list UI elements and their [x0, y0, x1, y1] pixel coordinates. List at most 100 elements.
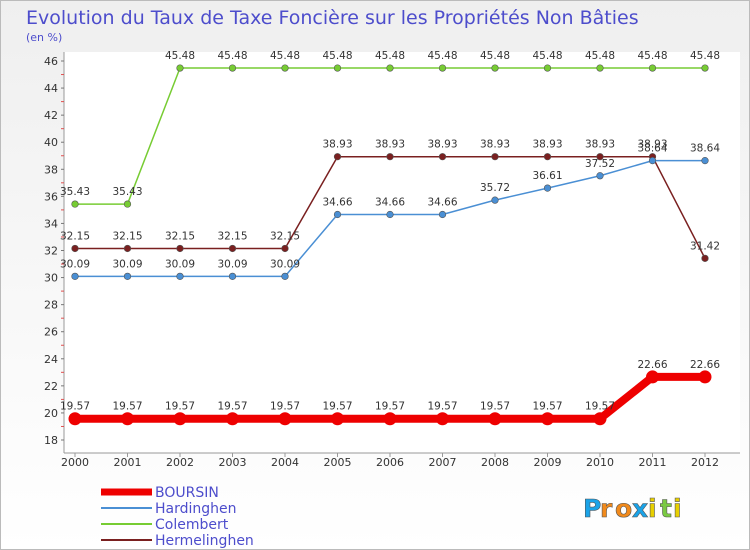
data-point: [386, 210, 394, 219]
legend-label: Colembert: [155, 517, 229, 533]
data-label: 19.57: [60, 401, 90, 413]
labels-boursin: 19.57 19.57 19.57 19.57 19.57 19.57 19.57 19.57…: [60, 359, 720, 413]
data-label: 30.09: [270, 258, 300, 270]
data-label: 38.64: [690, 143, 720, 155]
y-tick-label: 22: [44, 380, 58, 393]
data-label: 34.66: [322, 196, 352, 208]
data-label: 31.42: [690, 240, 720, 252]
data-point: [121, 412, 134, 426]
data-point: [281, 272, 289, 280]
data-label: 32.15: [165, 230, 195, 242]
data-point: [383, 412, 397, 426]
data-point: [386, 64, 394, 72]
data-point: [593, 412, 607, 426]
data-point: [543, 184, 552, 192]
data-label: 38.93: [322, 139, 352, 151]
y-axis-unit: (en %): [26, 31, 62, 44]
data-point: [438, 64, 447, 72]
data-label: 19.57: [532, 401, 562, 413]
x-tick-label: 2005: [324, 456, 352, 469]
y-tick-label: 18: [44, 434, 58, 447]
labels-hermelinghen: 32.15 32.15 32.15 32.15 32.15 38.93 38.93 38.93…: [60, 139, 720, 253]
y-tick-label: 38: [44, 163, 58, 176]
data-label: 19.57: [322, 401, 352, 413]
data-point: [173, 412, 187, 426]
series-layer: 35.43 35.43 45.48 45.48 45.48 45.48 45.48 45.48…: [60, 50, 720, 426]
data-point: [491, 153, 499, 161]
logo-letter: x: [632, 494, 648, 523]
data-point: [438, 153, 447, 161]
data-point: [331, 412, 344, 426]
labels-hardinghen: 30.09 30.09 30.09 30.09 30.09 34.66 34.66 34.66…: [60, 143, 720, 271]
x-tick-label: 2003: [219, 456, 247, 469]
data-label: 32.15: [112, 230, 142, 242]
x-tick-label: 2007: [429, 456, 457, 469]
logo-letter: t: [660, 494, 672, 523]
data-point: [123, 244, 132, 253]
data-label: 30.09: [217, 258, 247, 270]
data-point: [491, 64, 499, 72]
data-point: [281, 244, 289, 253]
data-label: 19.57: [427, 401, 457, 413]
data-label: 22.66: [637, 359, 667, 371]
data-point: [71, 272, 79, 280]
data-label: 34.66: [375, 196, 405, 208]
data-point: [701, 157, 709, 165]
data-label: 38.64: [637, 143, 667, 155]
data-point: [386, 153, 394, 161]
data-point: [596, 153, 604, 161]
data-label: 45.48: [217, 50, 247, 62]
y-tick-label: 36: [44, 190, 58, 203]
y-tick-label: 44: [44, 82, 58, 95]
plot-area: [64, 52, 740, 453]
logo-letter: i: [673, 494, 682, 523]
proxiti-logo: Pr o x i t i: [583, 494, 682, 524]
data-point: [228, 244, 237, 253]
y-tick-label: 26: [44, 326, 58, 339]
data-point: [333, 210, 342, 219]
x-tick-label: 2012: [691, 456, 719, 469]
x-tick-label: 2006: [376, 456, 404, 469]
data-label: 45.48: [690, 50, 720, 62]
data-label: 45.48: [165, 50, 195, 62]
y-tick-label: 32: [44, 245, 58, 258]
data-label: 45.48: [427, 50, 457, 62]
data-label: 30.09: [165, 258, 195, 270]
data-label: 38.93: [585, 139, 615, 151]
data-point: [228, 272, 237, 280]
series-colembert: [71, 64, 709, 208]
data-label: 38.93: [480, 139, 510, 151]
data-point: [596, 172, 604, 180]
y-tick-label: 24: [44, 353, 58, 366]
x-tick-label: 2008: [481, 456, 509, 469]
data-label: 45.48: [585, 50, 615, 62]
y-tick-label: 30: [44, 272, 58, 285]
data-point: [71, 200, 79, 208]
data-point: [68, 412, 82, 426]
data-label: 19.57: [217, 401, 247, 413]
data-point: [491, 196, 499, 204]
chart-title: Evolution du Taux de Taxe Foncière sur l…: [26, 7, 639, 29]
data-label: 35.43: [60, 186, 90, 198]
logo-letter: i: [648, 494, 657, 523]
data-label: 45.48: [480, 50, 510, 62]
data-label: 37.52: [585, 158, 615, 170]
data-label: 45.48: [270, 50, 300, 62]
series-boursin: [68, 370, 712, 426]
data-label: 38.93: [532, 139, 562, 151]
data-label: 38.93: [427, 139, 457, 151]
data-point: [701, 254, 709, 262]
data-label: 19.57: [375, 401, 405, 413]
data-label: 35.43: [112, 186, 142, 198]
data-label: 19.57: [585, 401, 615, 413]
x-tick-label: 2004: [271, 456, 299, 469]
data-point: [226, 412, 239, 426]
data-label: 30.09: [112, 258, 142, 270]
data-label: 32.15: [60, 230, 90, 242]
data-point: [278, 412, 292, 426]
data-point: [176, 272, 184, 280]
logo-letter: r: [600, 494, 613, 523]
data-label: 32.15: [270, 230, 300, 242]
